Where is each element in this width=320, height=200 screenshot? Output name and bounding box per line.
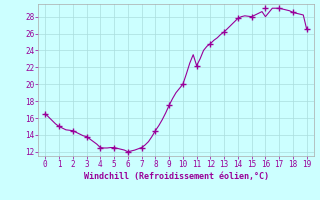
X-axis label: Windchill (Refroidissement éolien,°C): Windchill (Refroidissement éolien,°C) [84,172,268,181]
